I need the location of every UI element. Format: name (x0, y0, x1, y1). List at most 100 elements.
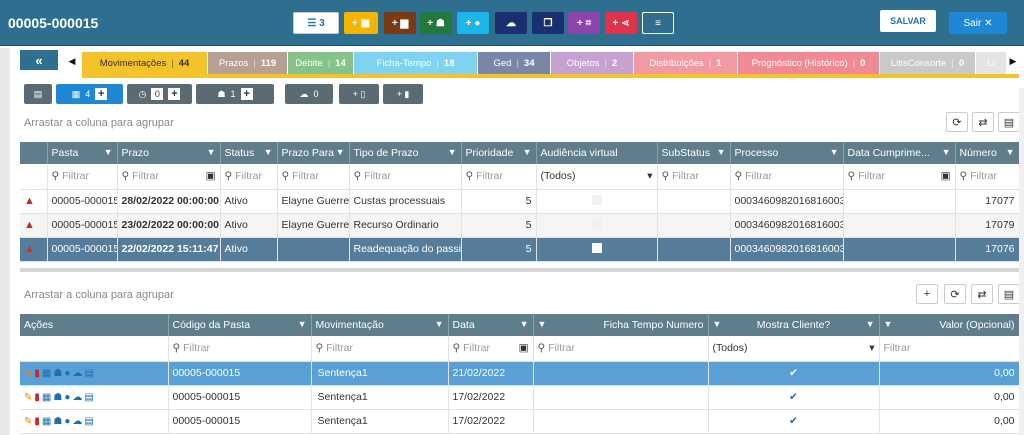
tab-9[interactable]: Li (976, 52, 1006, 74)
column-header-11[interactable]: Número ▼ (955, 142, 1020, 164)
add-clock-button[interactable]: + ● (457, 12, 489, 34)
filter-input[interactable]: Filtrar (326, 342, 353, 355)
filter-input[interactable]: Filtrar (183, 342, 210, 355)
filter-cell[interactable]: ⚲ Filtrar ▣ (843, 164, 956, 190)
export-icon[interactable]: ▤ (998, 112, 1020, 132)
edit-icon[interactable]: ✎ (24, 416, 33, 427)
filter-cell[interactable]: ⚲ Filtrar (277, 164, 350, 190)
column-header-9[interactable]: Processo ▼ (730, 142, 844, 164)
column-header-5[interactable]: Tipo de Prazo ▼ (349, 142, 462, 164)
column-header-1[interactable]: Pasta ▼ (47, 142, 118, 164)
filter-cell[interactable] (20, 164, 48, 190)
add-briefcase-button[interactable]: + ▆ (384, 12, 416, 34)
tabs-prev-arrow-icon[interactable]: ◀ (68, 55, 76, 66)
plus-icon[interactable]: + (240, 88, 253, 100)
column-header-0[interactable] (20, 142, 48, 164)
audiencia-checkbox[interactable] (591, 194, 602, 205)
filter-cell[interactable] (20, 336, 169, 362)
tab-8[interactable]: LitisConsorte | 0 (880, 52, 975, 74)
checkmark-icon[interactable]: ✔ (789, 367, 798, 379)
edit-icon[interactable]: ✎ (24, 368, 33, 379)
tab-5[interactable]: Objetos | 2 (551, 52, 633, 74)
vertical-scrollbar[interactable] (1019, 88, 1024, 435)
filter-input[interactable]: Filtrar (132, 170, 159, 183)
filter-input[interactable]: Filtrar (235, 170, 262, 183)
plus-icon[interactable]: + (95, 88, 108, 100)
export-icon-2[interactable]: ▤ (998, 284, 1020, 304)
collapse-button[interactable]: « (20, 50, 58, 70)
filter-cell[interactable]: ⚲ Filtrar (220, 164, 278, 190)
filter-input[interactable]: Filtrar (970, 170, 997, 183)
refresh-icon-2[interactable]: ⟳ (944, 284, 966, 304)
add-calendar-button[interactable]: + ▦ (344, 12, 378, 34)
add-person-button[interactable]: + ☗ (420, 12, 452, 34)
subbar-button-2[interactable]: ◷ 0 + (127, 84, 192, 104)
person-icon[interactable]: ☗ (53, 368, 63, 379)
column-header-3[interactable]: Status ▼ (220, 142, 278, 164)
checkmark-icon[interactable]: ✔ (789, 391, 798, 403)
filter-cell[interactable]: ⚲ Filtrar ▣ (117, 164, 221, 190)
table-row[interactable]: ✎ ▮ ▦ ☗ ● ☁ ▤ 00005-000015 Sentença1 21/02/2022 ✔ 0… (20, 361, 1020, 386)
edit-icon[interactable]: ✎ (24, 392, 33, 403)
filter-icon[interactable]: ▼ (447, 147, 457, 157)
filter-icon[interactable]: ▼ (1005, 147, 1015, 157)
filter-select[interactable]: (Todos) (712, 342, 748, 355)
column-header-8[interactable]: SubStatus ▼ (657, 142, 731, 164)
filter-icon[interactable]: ▼ (519, 319, 529, 329)
table-row[interactable]: ▲ 00005-000015 28/02/2022 00:00:00 Ativo Ela… (20, 189, 1020, 214)
column-header-10[interactable]: Data Cumprime... ▼ (843, 142, 956, 164)
filter-cell[interactable]: ⚲ Filtrar (955, 164, 1020, 190)
column-header-0[interactable]: Ações (20, 314, 169, 336)
cloud-icon[interactable]: ☁ (72, 368, 83, 379)
checkmark-icon[interactable]: ✔ (789, 415, 798, 427)
splitter[interactable] (20, 268, 1019, 272)
filter-icon[interactable]: ▼ (335, 147, 345, 157)
filter-input[interactable]: Filtrar (364, 170, 391, 183)
table-row[interactable]: ✎ ▮ ▦ ☗ ● ☁ ▤ 00005-000015 Sentença1 17/02/2022 ✔ 0… (20, 409, 1020, 434)
delete-icon[interactable]: ▮ (34, 392, 40, 403)
filter-icon[interactable]: ▼ (829, 147, 839, 157)
cloud-upload-button[interactable]: ☁ (495, 12, 527, 34)
filter-cell[interactable]: (Todos) ▾ (536, 164, 658, 190)
tab-6[interactable]: Distribuições | 1 (634, 52, 737, 74)
filter-cell[interactable]: ⚲ Filtrar (461, 164, 537, 190)
filter-input[interactable]: Filtrar (476, 170, 503, 183)
filter-input[interactable]: Filtrar (858, 170, 885, 183)
calendar-icon[interactable]: ▦ (41, 368, 52, 379)
filter-input[interactable]: Filtrar (745, 170, 772, 183)
delete-icon[interactable]: ▮ (34, 368, 40, 379)
table-row[interactable]: ✎ ▮ ▦ ☗ ● ☁ ▤ 00005-000015 Sentença1 17/02/2022 ✔ 0… (20, 385, 1020, 410)
clock-icon[interactable]: ● (64, 368, 71, 379)
person-icon[interactable]: ☗ (53, 416, 63, 427)
filter-icon[interactable]: ▼ (865, 319, 875, 329)
filter-icon[interactable]: ▼ (263, 147, 273, 157)
filter-icon[interactable]: ▼ (716, 147, 726, 157)
swap-icon[interactable]: ⇄ (972, 112, 994, 132)
list-button[interactable]: ☰ 3 (293, 12, 339, 34)
cloud-icon[interactable]: ☁ (72, 392, 83, 403)
filter-cell[interactable]: ⚲ Filtrar (730, 164, 844, 190)
filter-cell[interactable]: Filtrar (879, 336, 1020, 362)
filter-input[interactable]: Filtrar (62, 170, 89, 183)
tabs-next-arrow-icon[interactable]: ▶ (1009, 55, 1017, 66)
filter-cell[interactable]: ⚲ Filtrar (349, 164, 462, 190)
calendar-icon[interactable]: ▣ (205, 170, 216, 183)
swap-icon-2[interactable]: ⇄ (971, 284, 993, 304)
filter-input[interactable]: Filtrar (672, 170, 699, 183)
column-header-1[interactable]: Código da Pasta ▼ (168, 314, 312, 336)
filter-input[interactable]: Filtrar (883, 342, 911, 355)
column-header-2[interactable]: Prazo ▼ (117, 142, 221, 164)
filter-cell[interactable]: (Todos) ▾ (708, 336, 880, 362)
filter-cell[interactable]: ⚲ Filtrar (168, 336, 312, 362)
menu-button[interactable]: ≡ (642, 12, 674, 34)
column-header-4[interactable]: Prazo Para ▼ (277, 142, 350, 164)
subbar-button-1[interactable]: ▦ 4 + (56, 84, 123, 104)
filter-cell[interactable]: ⚲ Filtrar (311, 336, 449, 362)
column-header-3[interactable]: Data ▼ (448, 314, 534, 336)
filter-select[interactable]: (Todos) (540, 170, 576, 183)
filter-cell[interactable]: ⚲ Filtrar ▣ (448, 336, 534, 362)
tab-7[interactable]: Prognóstico (Histórico) | 0 (738, 52, 879, 74)
filter-cell[interactable]: ⚲ Filtrar (533, 336, 709, 362)
filter-icon[interactable]: ▼ (712, 319, 722, 329)
filter-input[interactable]: Filtrar (292, 170, 319, 183)
